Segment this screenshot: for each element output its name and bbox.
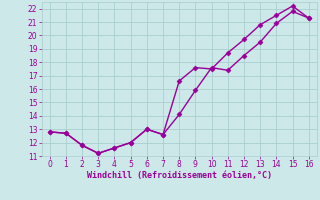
X-axis label: Windchill (Refroidissement éolien,°C): Windchill (Refroidissement éolien,°C) — [87, 171, 272, 180]
